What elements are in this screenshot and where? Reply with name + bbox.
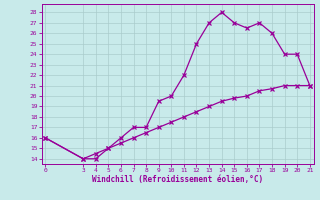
X-axis label: Windchill (Refroidissement éolien,°C): Windchill (Refroidissement éolien,°C) — [92, 175, 263, 184]
